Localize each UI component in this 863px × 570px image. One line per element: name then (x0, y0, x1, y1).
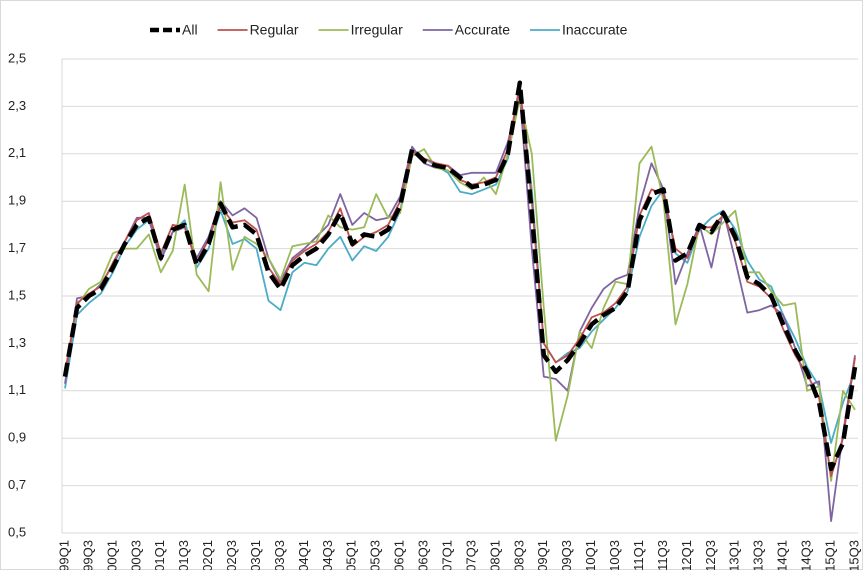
x-tick-label: 2008Q1 (487, 540, 502, 570)
x-tick-label: 2005Q1 (344, 540, 359, 570)
x-tick-label: 2003Q1 (248, 540, 263, 570)
x-tick-label: 2011Q3 (655, 540, 670, 570)
x-tick-label: 2015Q3 (846, 540, 861, 570)
x-tick-label: 2002Q3 (224, 540, 239, 570)
y-tick-label: 1,7 (8, 240, 26, 255)
x-tick-label: 2009Q1 (535, 540, 550, 570)
x-tick-label: 2004Q1 (296, 540, 311, 570)
legend-label: All (182, 22, 198, 38)
x-tick-label: 2011Q1 (631, 540, 646, 570)
x-tick-label: 2010Q1 (583, 540, 598, 570)
legend-item: All (150, 22, 198, 38)
x-tick-label: 2001Q3 (176, 540, 191, 570)
x-tick-label: 2010Q3 (607, 540, 622, 570)
y-tick-label: 2,5 (8, 50, 26, 65)
x-tick-label: 2015Q1 (822, 540, 837, 570)
x-tick-label: 2002Q1 (200, 540, 215, 570)
x-tick-label: 2006Q1 (392, 540, 407, 570)
x-tick-label: 2014Q3 (799, 540, 814, 570)
y-tick-label: 1,3 (8, 335, 26, 350)
x-tick-label: 2014Q1 (775, 540, 790, 570)
legend-item: Accurate (422, 22, 510, 38)
x-tick-label: 2012Q3 (703, 540, 718, 570)
x-tick-label: 2005Q3 (368, 540, 383, 570)
y-tick-label: 1,1 (8, 382, 26, 397)
x-tick-label: 2003Q3 (272, 540, 287, 570)
legend-item: Inaccurate (529, 22, 628, 38)
series-line (62, 80, 858, 472)
x-tick-label: 2006Q3 (416, 540, 431, 570)
legend-label: Irregular (351, 22, 403, 38)
x-tick-label: 2000Q1 (104, 540, 119, 570)
x-tick-label: 1999Q1 (56, 540, 71, 570)
y-tick-label: 1,5 (8, 287, 26, 302)
legend-label: Accurate (455, 22, 510, 38)
x-tick-label: 2000Q3 (128, 540, 143, 570)
x-tick-label: 2009Q3 (559, 540, 574, 570)
x-tick-label: 2013Q3 (751, 540, 766, 570)
x-tick-label: 2007Q1 (439, 540, 454, 570)
y-tick-label: 2,1 (8, 145, 26, 160)
x-tick-label: 1999Q3 (80, 540, 95, 570)
y-tick-label: 1,9 (8, 193, 26, 208)
x-tick-label: 2004Q3 (320, 540, 335, 570)
legend-item: Irregular (318, 22, 403, 38)
x-tick-label: 2013Q1 (727, 540, 742, 570)
x-tick-label: 2008Q3 (511, 540, 526, 570)
x-tick-label: 2007Q3 (463, 540, 478, 570)
series-line (64, 98, 856, 482)
legend-item: Regular (217, 22, 299, 38)
y-tick-label: 0,5 (8, 524, 26, 539)
x-tick-label: 2001Q1 (152, 540, 167, 570)
y-tick-label: 2,3 (8, 98, 26, 113)
x-tick-label: 2012Q1 (679, 540, 694, 570)
legend-label: Regular (250, 22, 299, 38)
legend-label: Inaccurate (562, 22, 628, 38)
y-tick-label: 0,9 (8, 430, 26, 445)
y-tick-label: 0,7 (8, 477, 26, 492)
